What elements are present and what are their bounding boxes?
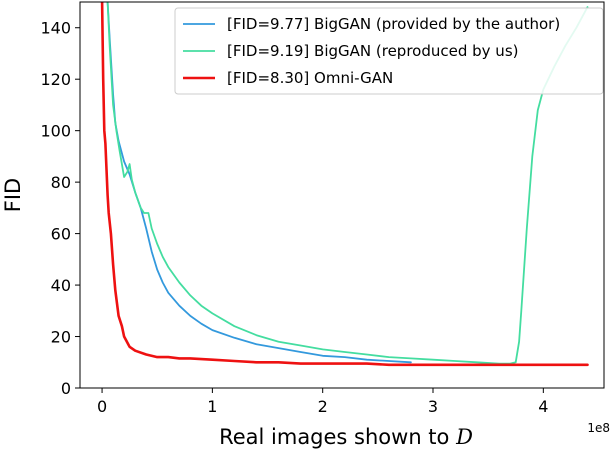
series-line-1: [106, 2, 412, 364]
x-tick-label: 2: [318, 397, 328, 416]
legend-entry: [FID=9.19] BigGAN (reproduced by us): [227, 42, 518, 60]
x-axis: 0 1 2 3 4: [97, 388, 548, 416]
y-tick-label: 60: [51, 225, 71, 244]
legend-box: [174, 7, 604, 95]
series-line-2: [106, 2, 589, 365]
x-tick-label: 3: [428, 397, 438, 416]
legend-entry: [FID=8.30] Omni-GAN: [227, 69, 393, 87]
y-tick-label: 0: [61, 379, 71, 398]
x-tick-label: 1: [207, 397, 217, 416]
y-tick-label: 40: [51, 276, 71, 295]
x-tick-label: 0: [97, 397, 107, 416]
series-layer: [100, 2, 589, 367]
y-tick-label: 80: [51, 173, 71, 192]
y-tick-label: 140: [40, 19, 71, 38]
plot-frame: [79, 1, 605, 389]
legend-entry: [FID=9.77] BigGAN (provided by the autho…: [227, 15, 560, 33]
x-axis-offset-label: 1e8: [587, 421, 610, 435]
x-tick-label: 4: [538, 397, 548, 416]
y-tick-label: 100: [40, 122, 71, 141]
y-tick-label: 20: [51, 328, 71, 347]
legend: [FID=9.77] BigGAN (provided by the autho…: [174, 7, 604, 95]
series-line-3: [100, 2, 589, 367]
x-axis-label: Real images shown to D: [219, 425, 473, 449]
y-axis: 0 20 40 60 80 100 120 140: [40, 19, 80, 398]
y-axis-label: FID: [1, 178, 25, 212]
y-tick-label: 120: [40, 70, 71, 89]
